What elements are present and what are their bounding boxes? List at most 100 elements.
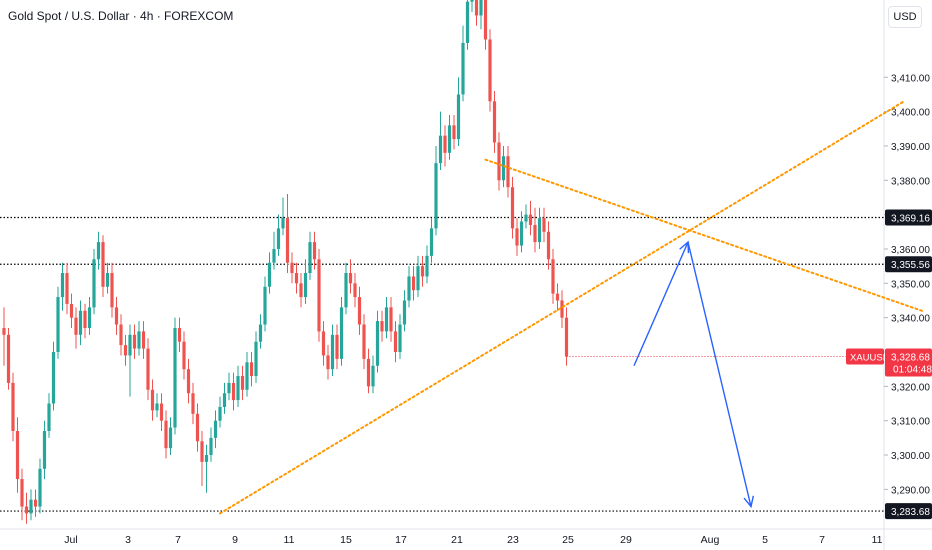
projection-segment[interactable] [633, 241, 689, 367]
candle-body [285, 218, 290, 263]
x-tick-label: 11 [872, 534, 883, 546]
candle-body [474, 0, 479, 16]
candle-body [137, 331, 141, 349]
candle-body [33, 499, 38, 507]
candle-body [146, 348, 150, 390]
candle-body [128, 334, 132, 356]
candle-body [506, 156, 510, 188]
x-tick-label: 5 [762, 534, 768, 546]
candle-body [195, 413, 200, 442]
x-tick-label: 23 [507, 534, 519, 546]
candle-body [384, 307, 389, 332]
candle-body [263, 286, 267, 325]
candle-body [132, 334, 137, 349]
candle-body [375, 321, 380, 366]
candle-body [51, 352, 56, 404]
candle-body [456, 94, 461, 140]
candle-body [524, 214, 528, 222]
candle-body [470, 0, 474, 2]
candle-body [497, 142, 501, 181]
symbol-badge[interactable] [846, 348, 884, 365]
x-tick-label: 11 [284, 534, 295, 546]
candle-body [20, 479, 24, 507]
candle-body [47, 403, 51, 431]
candle-body [218, 406, 222, 421]
candle-body [294, 273, 299, 284]
candle-body [78, 310, 83, 335]
candle-body [155, 403, 159, 411]
trendline[interactable] [219, 100, 905, 515]
y-tick-label: 3,290.00 [891, 485, 930, 496]
candle-body [222, 393, 227, 407]
level-price-badge [885, 256, 932, 273]
y-tick-label: 3,340.00 [891, 314, 930, 325]
candle-body [204, 455, 209, 462]
candle-body [533, 224, 537, 243]
candle-body [141, 331, 146, 349]
candle-body [438, 135, 443, 164]
candle-body [407, 276, 411, 301]
candle-body [240, 376, 245, 390]
x-tick-label: 7 [819, 534, 825, 546]
candle-body [245, 362, 249, 390]
candle-body [501, 156, 506, 181]
candle-body [411, 276, 416, 291]
candle-body [519, 221, 524, 246]
x-tick-label: 9 [232, 534, 238, 546]
candle-body [60, 273, 65, 298]
candle-body [357, 297, 362, 325]
candle-body [389, 307, 393, 332]
candle-body [227, 382, 231, 394]
candle-body [452, 125, 456, 140]
candle-body [335, 334, 339, 359]
candle-body [177, 327, 182, 342]
currency-button[interactable]: USD [888, 6, 922, 28]
candle-body [92, 259, 96, 308]
candle-body [186, 369, 191, 394]
candle-body [231, 382, 236, 401]
candle-body [398, 324, 402, 353]
candle-body [303, 273, 308, 298]
candle-body [114, 307, 119, 325]
candle-body [276, 228, 281, 249]
candle-body [317, 259, 321, 332]
candle-body [281, 218, 285, 229]
candle-body [492, 101, 497, 143]
candle-body [353, 283, 357, 298]
bar-countdown-label: 01:04:48 [893, 365, 932, 376]
candle-body [87, 307, 92, 328]
x-tick-label: Jul [64, 534, 77, 546]
x-tick-label: 7 [175, 534, 181, 546]
candle-body [425, 255, 429, 277]
chart-title: Gold Spot / U.S. Dollar · 4h · FOREXCOM [8, 9, 234, 23]
y-tick-label: 3,350.00 [891, 279, 930, 290]
candle-body [393, 331, 398, 353]
projection-segment[interactable] [687, 241, 752, 507]
candle-body [483, 0, 488, 40]
candle-body [551, 259, 555, 294]
candle-body [38, 468, 42, 507]
trendline[interactable] [484, 158, 923, 312]
candle-body [11, 382, 15, 431]
candle-body [200, 441, 204, 462]
candle-body [326, 355, 330, 370]
candle-body [362, 324, 366, 359]
candle-body [546, 231, 551, 260]
y-tick-label: 3,390.00 [891, 142, 930, 153]
candle-body [182, 341, 186, 370]
symbol-label: XAUUSD [850, 353, 890, 364]
y-tick-label: 3,410.00 [891, 73, 930, 84]
candle-body [249, 362, 254, 377]
x-tick-label: 29 [620, 534, 632, 546]
candle-body [236, 376, 240, 401]
level-price-label: 3,283.68 [891, 507, 930, 518]
candle-body [209, 437, 213, 456]
candle-body [191, 393, 195, 414]
candle-body [42, 430, 47, 469]
candle-body [258, 324, 263, 342]
candle-body [321, 331, 326, 356]
x-tick-label: 3 [125, 534, 131, 546]
candle-body [105, 273, 110, 287]
